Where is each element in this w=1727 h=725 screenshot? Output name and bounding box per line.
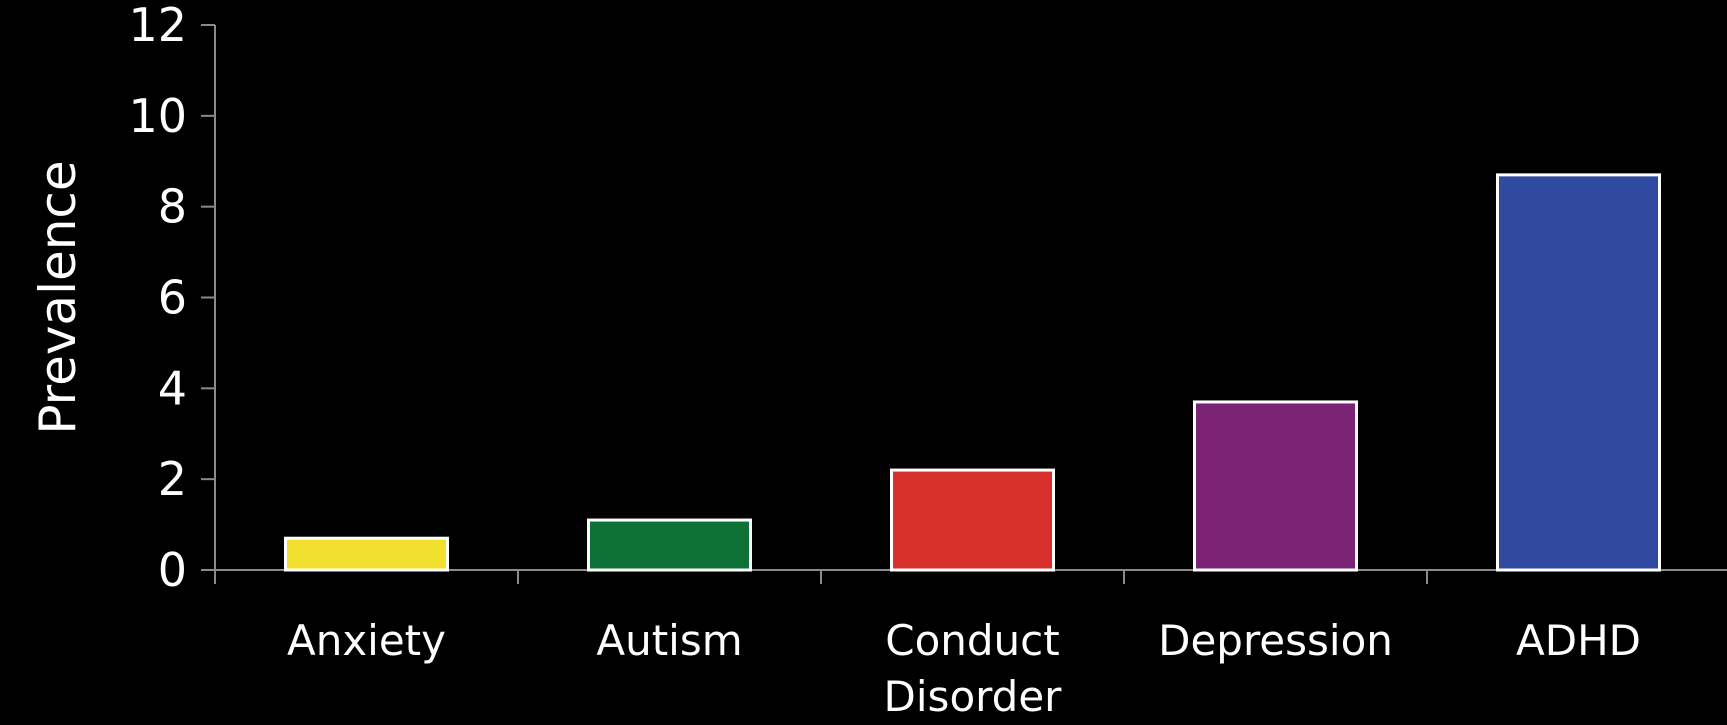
x-tick-label: Depression <box>1158 616 1393 665</box>
x-tick-label: Anxiety <box>287 616 446 665</box>
x-tick-label: Autism <box>596 616 742 665</box>
bar-anxiety <box>284 536 449 572</box>
x-axis <box>214 569 1727 584</box>
y-tick-label: 0 <box>158 543 187 597</box>
y-tick-label: 2 <box>158 452 187 506</box>
bar-depression <box>1193 400 1358 572</box>
y-tick-labels: 0 2 4 6 8 10 12 <box>128 0 187 597</box>
y-axis <box>201 24 216 571</box>
bars <box>284 173 1661 572</box>
y-tick-label: 4 <box>158 361 187 415</box>
x-tick-label: Conduct Disorder <box>884 616 1063 721</box>
y-tick-label: 8 <box>158 180 187 234</box>
x-tick-label: ADHD <box>1516 616 1641 665</box>
x-tick-labels: Anxiety Autism Conduct Disorder Depression AD… <box>287 616 1641 721</box>
bar-adhd <box>1496 173 1661 572</box>
bar-autism <box>587 518 752 572</box>
bar-conduct-disorder <box>890 468 1055 572</box>
y-tick-label: 12 <box>128 0 187 52</box>
y-axis-title: Prevalence <box>29 160 87 434</box>
y-tick-label: 6 <box>158 271 187 325</box>
y-tick-label: 10 <box>128 89 187 143</box>
